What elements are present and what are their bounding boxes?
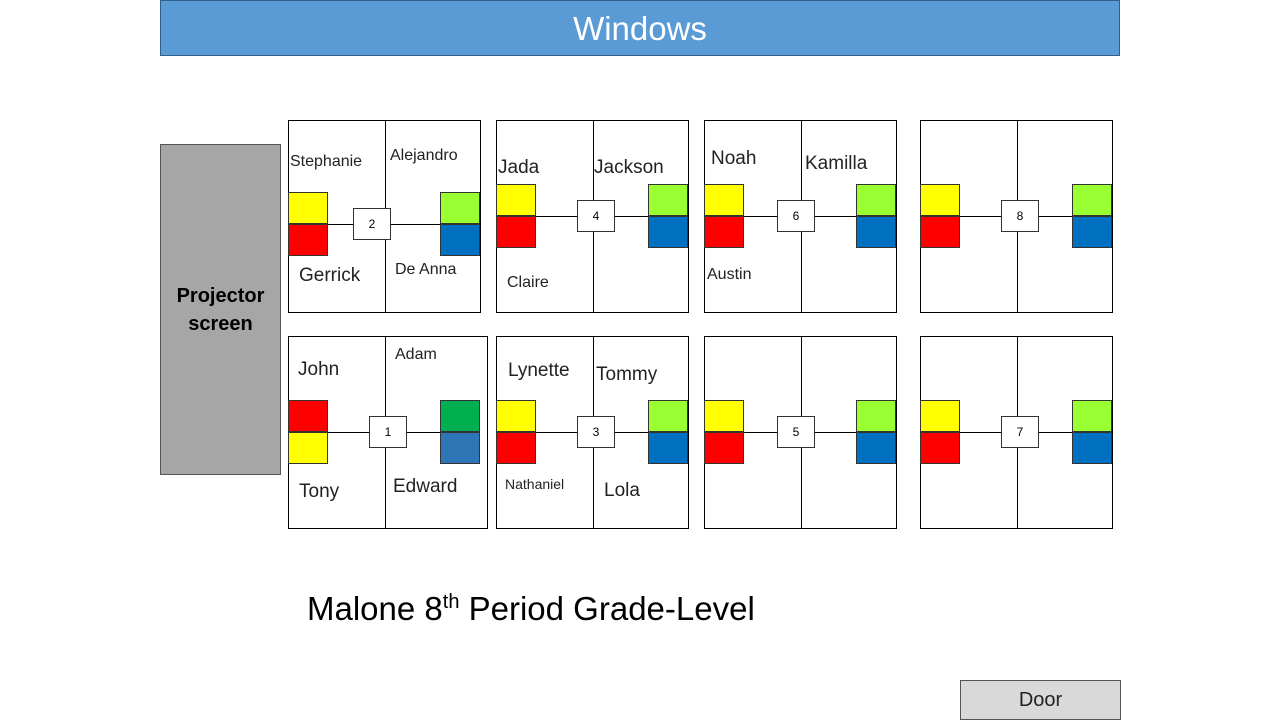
student-name: John [298, 359, 340, 380]
student-name: Austin [707, 266, 752, 283]
student-name: Nathaniel [505, 476, 565, 492]
student-name: Claire [507, 274, 549, 291]
table-number: 3 [577, 416, 615, 448]
seat-light-green [1072, 184, 1112, 216]
title-prefix: Malone 8 [307, 590, 443, 627]
projector-screen: Projector screen [160, 144, 281, 475]
seat-red [288, 224, 328, 256]
student-name: Jackson [594, 157, 664, 178]
student-name: Tony [299, 481, 340, 502]
seat-red [704, 432, 744, 464]
student-name: Jada [498, 157, 540, 178]
seat-blue [856, 216, 896, 248]
student-name: De Anna [395, 261, 457, 278]
door-label: Door [960, 680, 1121, 720]
table-number: 7 [1001, 416, 1039, 448]
table-number: 2 [353, 208, 391, 240]
seat-yellow [496, 184, 536, 216]
table-number: 6 [777, 200, 815, 232]
seat-light-green [648, 184, 688, 216]
seat-red [704, 216, 744, 248]
student-name: Tommy [596, 364, 658, 385]
seat-blue [856, 432, 896, 464]
seat-yellow [288, 192, 328, 224]
seat-yellow [920, 400, 960, 432]
seat-green [440, 400, 480, 432]
title-superscript: th [442, 591, 460, 613]
table-number: 8 [1001, 200, 1039, 232]
seat-blue [1072, 432, 1112, 464]
seat-yellow [704, 184, 744, 216]
seat-blue [648, 432, 688, 464]
seat-yellow [920, 184, 960, 216]
student-name: Stephanie [290, 153, 363, 170]
student-name: Lola [604, 480, 640, 501]
student-name: Alejandro [390, 147, 458, 164]
student-name: Adam [395, 346, 437, 363]
seat-blue [648, 216, 688, 248]
table-number: 5 [777, 416, 815, 448]
seat-yellow [496, 400, 536, 432]
windows-label: Windows [160, 0, 1120, 56]
seat-light-green [648, 400, 688, 432]
seat-blue [1072, 216, 1112, 248]
table-number: 4 [577, 200, 615, 232]
seat-light-green [856, 184, 896, 216]
seat-red [496, 216, 536, 248]
seat-steel-blue [440, 432, 480, 464]
student-name: Noah [711, 148, 757, 169]
seat-red [288, 400, 328, 432]
seat-red [496, 432, 536, 464]
student-name: Gerrick [299, 265, 361, 286]
seat-yellow [288, 432, 328, 464]
seat-yellow [704, 400, 744, 432]
title-suffix: Period Grade-Level [459, 590, 755, 627]
seat-light-green [440, 192, 480, 224]
student-name: Lynette [508, 360, 570, 381]
student-name: Edward [393, 476, 458, 497]
table-number: 1 [369, 416, 407, 448]
seat-red [920, 216, 960, 248]
seat-red [920, 432, 960, 464]
seat-light-green [1072, 400, 1112, 432]
seat-light-green [856, 400, 896, 432]
seat-blue [440, 224, 480, 256]
student-name: Kamilla [805, 153, 868, 174]
page-title: Malone 8th Period Grade-Level [307, 590, 755, 628]
